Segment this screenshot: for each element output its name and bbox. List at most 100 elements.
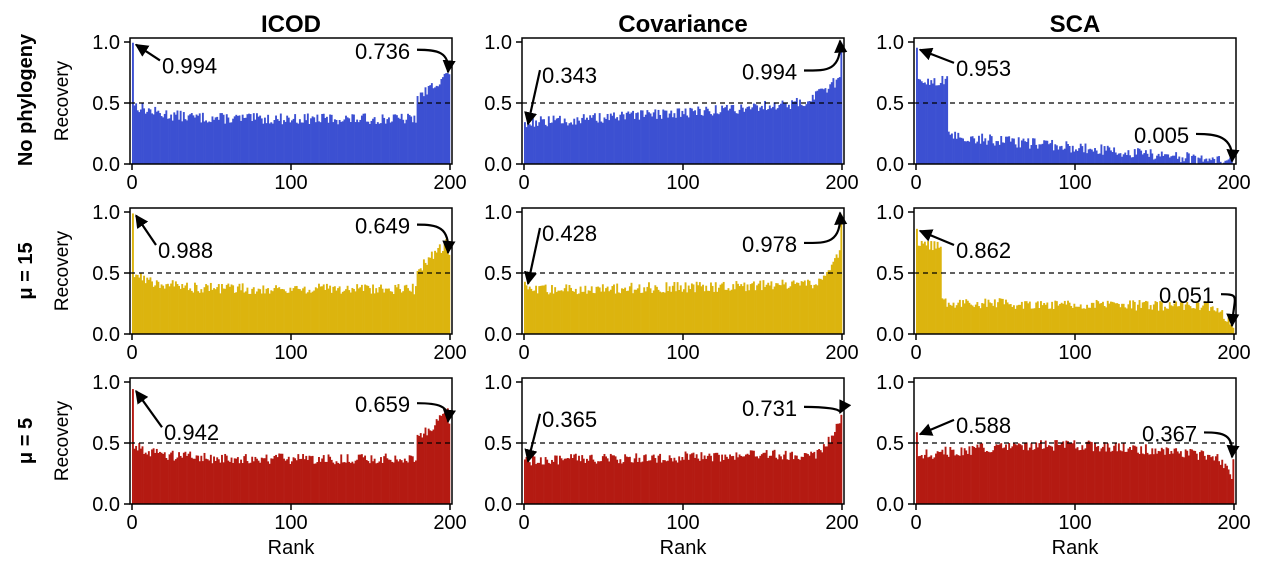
- bar: [1092, 302, 1095, 334]
- bar: [641, 292, 644, 334]
- bar: [1149, 149, 1152, 164]
- bar: [582, 114, 585, 164]
- bar: [1137, 452, 1139, 504]
- bar: [1197, 459, 1200, 504]
- bar: [963, 141, 966, 164]
- bar: [1081, 445, 1084, 504]
- bar: [1070, 305, 1073, 334]
- bar: [938, 85, 941, 164]
- bar: [230, 284, 233, 334]
- bar: [695, 115, 698, 164]
- bar: [343, 290, 346, 334]
- bar: [648, 460, 650, 504]
- bar: [337, 124, 339, 164]
- bar: [1122, 154, 1125, 164]
- bar: [714, 282, 717, 334]
- bar: [589, 115, 592, 164]
- bar: [349, 463, 352, 504]
- bar: [1137, 148, 1139, 164]
- bar: [641, 461, 644, 504]
- bar: [995, 444, 998, 504]
- bar: [1038, 308, 1041, 334]
- bar: [206, 285, 209, 334]
- bar: [165, 110, 168, 164]
- bar: [422, 96, 425, 164]
- bar: [338, 286, 341, 334]
- bar: [1098, 303, 1101, 334]
- bar: [1116, 154, 1119, 164]
- bar: [1113, 445, 1116, 504]
- bar: [757, 110, 760, 164]
- bar: [410, 116, 413, 164]
- bar: [189, 114, 192, 164]
- bar: [357, 454, 360, 504]
- bar: [306, 460, 309, 504]
- bar: [837, 78, 840, 164]
- bar: [1179, 162, 1182, 164]
- bar: [608, 461, 611, 504]
- bar: [643, 116, 646, 164]
- bar: [819, 450, 822, 504]
- x-tick-label: 0: [518, 172, 529, 194]
- bar: [531, 455, 534, 504]
- annotation-label: 0.649: [355, 214, 410, 239]
- bar: [1046, 302, 1049, 334]
- bar: [211, 116, 214, 164]
- y-tick-label: 1.0: [876, 32, 904, 54]
- bar: [727, 458, 730, 504]
- bar: [181, 284, 184, 334]
- bar: [640, 462, 642, 504]
- bar: [1140, 150, 1143, 164]
- bar: [795, 455, 798, 504]
- bar: [1179, 451, 1182, 504]
- bar: [197, 455, 200, 504]
- x-tick-label: 0: [126, 512, 137, 534]
- bar: [622, 462, 625, 504]
- bar: [1047, 144, 1050, 164]
- bar: [614, 118, 617, 164]
- bar: [952, 138, 955, 164]
- bar: [346, 454, 349, 504]
- bar: [927, 241, 930, 334]
- bar: [662, 292, 665, 334]
- bar: [182, 287, 185, 334]
- bar: [1098, 451, 1101, 504]
- bar: [668, 455, 671, 504]
- bar: [399, 118, 402, 164]
- bar: [416, 270, 419, 334]
- bar: [762, 109, 765, 164]
- x-tick-label: 0: [126, 172, 137, 194]
- bar: [990, 452, 993, 504]
- bar: [367, 285, 370, 334]
- bar: [248, 293, 250, 334]
- bar: [765, 450, 768, 504]
- bar: [209, 122, 212, 164]
- bar: [1114, 442, 1117, 504]
- bar: [1113, 147, 1116, 164]
- bar: [144, 283, 147, 334]
- bar: [733, 289, 736, 334]
- y-tick-label: 0.5: [92, 263, 120, 285]
- bar: [1040, 144, 1042, 164]
- bar: [147, 451, 150, 504]
- bar: [151, 113, 153, 164]
- bar: [230, 457, 233, 504]
- y-tick-label: 0.0: [92, 324, 120, 346]
- bar: [632, 462, 635, 504]
- bar: [713, 453, 716, 504]
- bar: [593, 461, 596, 504]
- bar: [735, 452, 738, 504]
- bar: [803, 106, 806, 164]
- bar: [968, 302, 971, 334]
- bar: [364, 284, 367, 334]
- bar: [579, 123, 582, 164]
- bar: [1127, 448, 1130, 504]
- bar: [960, 447, 963, 504]
- bar: [325, 283, 328, 334]
- bar: [276, 119, 279, 164]
- bar: [1044, 440, 1047, 504]
- bar: [152, 286, 155, 334]
- bar: [533, 126, 536, 164]
- bar: [246, 287, 249, 334]
